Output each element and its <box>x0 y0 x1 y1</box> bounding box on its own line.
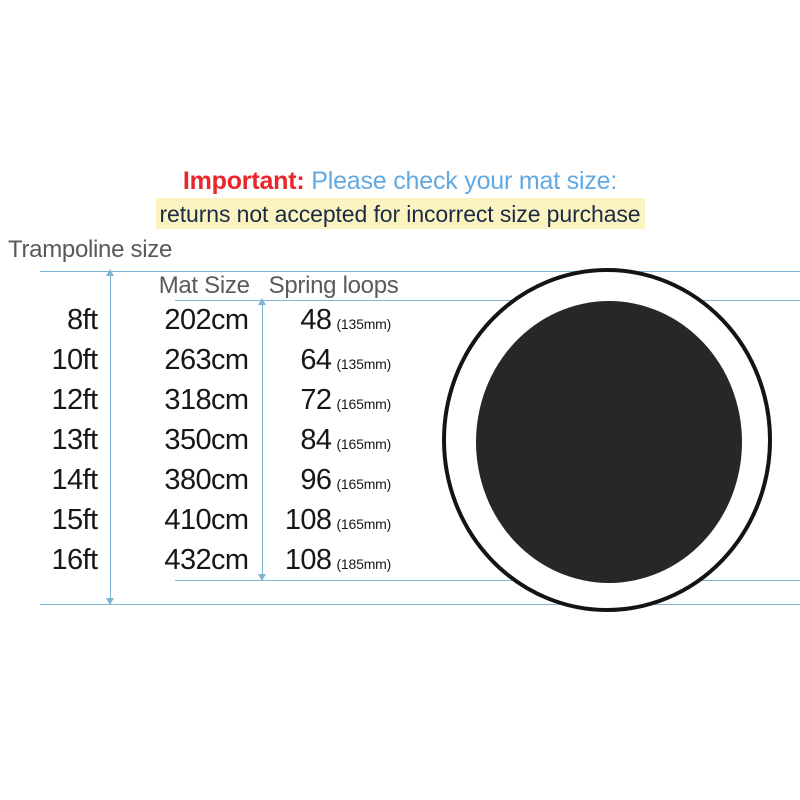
table-row: 12ft 318cm 72 (165mm) <box>0 384 440 424</box>
cell-spring-count: 108 <box>284 504 332 536</box>
cell-size: 12ft <box>51 384 98 416</box>
cell-spring-loops: 48 (135mm) <box>257 304 440 337</box>
table-row: 13ft 350cm 84 (165mm) <box>0 424 440 464</box>
cell-mat-size: 318cm <box>164 384 249 416</box>
table-row: 14ft 380cm 96 (165mm) <box>0 464 440 504</box>
cell-spring-loops: 84 (165mm) <box>257 424 440 457</box>
cell-spring-length: (165mm) <box>336 396 392 412</box>
cell-size: 10ft <box>51 344 98 376</box>
cell-spring-count: 48 <box>300 304 332 336</box>
notice-headline: Important: Please check your mat size: <box>0 166 800 197</box>
cell-mat-size: 202cm <box>164 304 249 336</box>
cell-mat-size: 263cm <box>164 344 249 376</box>
cell-mat-size: 380cm <box>164 464 249 496</box>
cell-spring-length: (165mm) <box>336 436 392 452</box>
trampoline-mat <box>476 301 742 583</box>
cell-spring-length: (165mm) <box>336 476 392 492</box>
cell-size: 13ft <box>51 424 98 456</box>
cell-spring-count: 84 <box>300 424 332 456</box>
trampoline-illustration <box>442 268 772 612</box>
cell-size: 14ft <box>51 464 98 496</box>
guide-line-bottom <box>40 604 800 605</box>
notice-subline-text: returns not accepted for incorrect size … <box>155 198 645 229</box>
guide-line-mat-top <box>175 300 800 301</box>
important-notice: Important: Please check your mat size: r… <box>0 166 800 233</box>
cell-size: 16ft <box>51 544 98 576</box>
cell-spring-count: 108 <box>284 544 332 576</box>
table-header-spring-loops: Spring loops <box>268 272 399 299</box>
cell-spring-length: (135mm) <box>336 356 392 372</box>
table-header-row: Mat Size Spring loops <box>0 272 440 304</box>
table-row: 16ft 432cm 108 (185mm) <box>0 544 440 584</box>
cell-spring-length: (185mm) <box>336 556 392 572</box>
cell-spring-length: (165mm) <box>336 516 392 532</box>
guide-line-top <box>40 271 800 272</box>
table-row: 10ft 263cm 64 (135mm) <box>0 344 440 384</box>
cell-spring-count: 72 <box>300 384 332 416</box>
cell-mat-size: 410cm <box>164 504 249 536</box>
dimension-line-trampoline <box>110 274 111 602</box>
table-row: 15ft 410cm 108 (165mm) <box>0 504 440 544</box>
trampoline-size-caption: Trampoline size <box>8 236 173 263</box>
cell-spring-loops: 72 (165mm) <box>257 384 440 417</box>
size-table: Mat Size Spring loops 8ft 202cm 48 (135mm… <box>0 272 440 584</box>
notice-subline-wrapper: returns not accepted for incorrect size … <box>0 198 800 233</box>
arrow-up-icon-trampoline-top <box>106 269 114 276</box>
cell-spring-length: (135mm) <box>336 316 392 332</box>
cell-spring-loops: 96 (165mm) <box>257 464 440 497</box>
cell-spring-loops: 108 (165mm) <box>257 504 440 537</box>
cell-size: 15ft <box>51 504 98 536</box>
dimension-line-mat <box>262 303 263 578</box>
cell-mat-size: 350cm <box>164 424 249 456</box>
cell-spring-loops: 108 (185mm) <box>257 544 440 577</box>
cell-size: 8ft <box>66 304 98 336</box>
arrow-up-icon-mat-top <box>258 298 266 305</box>
guide-line-mat-bottom <box>175 580 800 581</box>
cell-spring-count: 64 <box>300 344 332 376</box>
cell-spring-loops: 64 (135mm) <box>257 344 440 377</box>
arrow-down-icon-trampoline-bottom <box>106 598 114 605</box>
cell-spring-count: 96 <box>300 464 332 496</box>
notice-headline-text: Please check your mat size: <box>304 167 618 195</box>
table-row: 8ft 202cm 48 (135mm) <box>0 304 440 344</box>
arrow-down-icon-mat-bottom <box>258 574 266 581</box>
cell-mat-size: 432cm <box>164 544 249 576</box>
table-header-mat-size: Mat Size <box>158 272 250 299</box>
notice-important-label: Important: <box>182 167 305 195</box>
